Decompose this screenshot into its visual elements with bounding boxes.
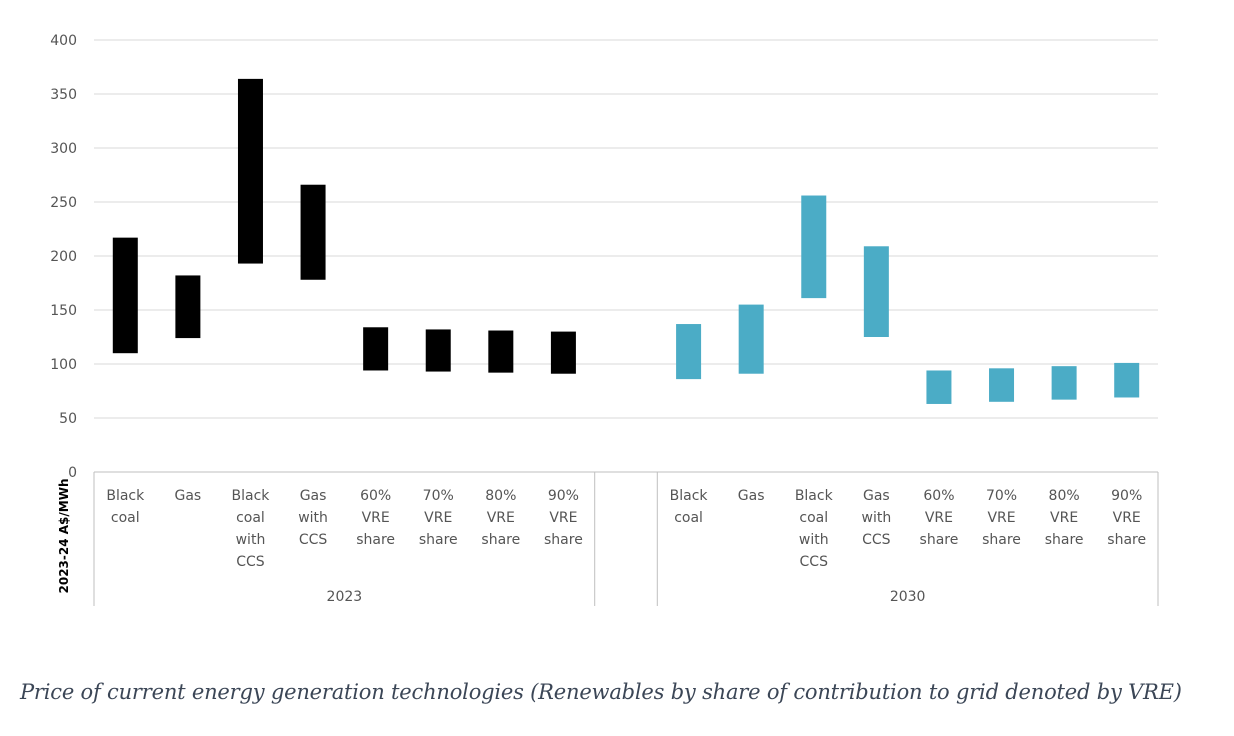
range-bar <box>801 195 827 299</box>
category-label: Black coal <box>670 488 709 526</box>
category-label: 80% VRE share <box>481 488 520 548</box>
category-label: 80% VRE share <box>1045 488 1084 548</box>
range-bar <box>363 327 389 371</box>
range-bar <box>1051 366 1077 400</box>
range-bar <box>425 329 451 372</box>
range-bar <box>237 78 263 264</box>
category-label: Gas with CCS <box>862 488 892 548</box>
category-label: Gas <box>175 488 202 504</box>
range-bar <box>112 237 138 354</box>
range-bar <box>738 304 764 374</box>
range-bar <box>300 184 326 280</box>
category-label: 90% VRE share <box>1107 488 1146 548</box>
range-bar <box>550 331 576 374</box>
y-tick-label: 100 <box>50 357 77 373</box>
y-tick-label: 400 <box>50 33 77 49</box>
range-bar <box>676 324 702 380</box>
y-axis-label: 2023-24 A$/MWh <box>57 479 71 594</box>
range-bar <box>926 370 952 404</box>
category-label: 90% VRE share <box>544 488 583 548</box>
category-label: Black coal <box>106 488 145 526</box>
range-bar <box>989 368 1015 402</box>
category-label: Black coal with CCS <box>795 488 834 570</box>
y-tick-label: 250 <box>50 195 77 211</box>
y-tick-label: 150 <box>50 303 77 319</box>
group-label: 2030 <box>890 589 926 605</box>
range-bar <box>1114 362 1140 398</box>
category-label: Gas with CCS <box>298 488 328 548</box>
figure-caption: Price of current energy generation techn… <box>20 680 1182 704</box>
y-tick-label: 300 <box>50 141 77 157</box>
category-label: Gas <box>738 488 765 504</box>
y-tick-label: 50 <box>59 411 77 427</box>
group-label: 2023 <box>327 589 363 605</box>
category-label: 60% VRE share <box>920 488 959 548</box>
category-label: 60% VRE share <box>356 488 395 548</box>
price-range-chart: 0 50 100 150 200 250 300 350 400 2023-24 A$/MWh Bl… <box>50 33 1159 606</box>
range-bar <box>175 275 201 339</box>
category-label: Black coal with CCS <box>232 488 271 570</box>
y-tick-label: 200 <box>50 249 77 265</box>
category-label: 70% VRE share <box>419 488 458 548</box>
y-tick-label: 350 <box>50 87 77 103</box>
category-label: 70% VRE share <box>982 488 1021 548</box>
y-tick-label: 0 <box>68 465 77 481</box>
range-bar <box>488 330 514 373</box>
range-bar <box>863 246 889 337</box>
